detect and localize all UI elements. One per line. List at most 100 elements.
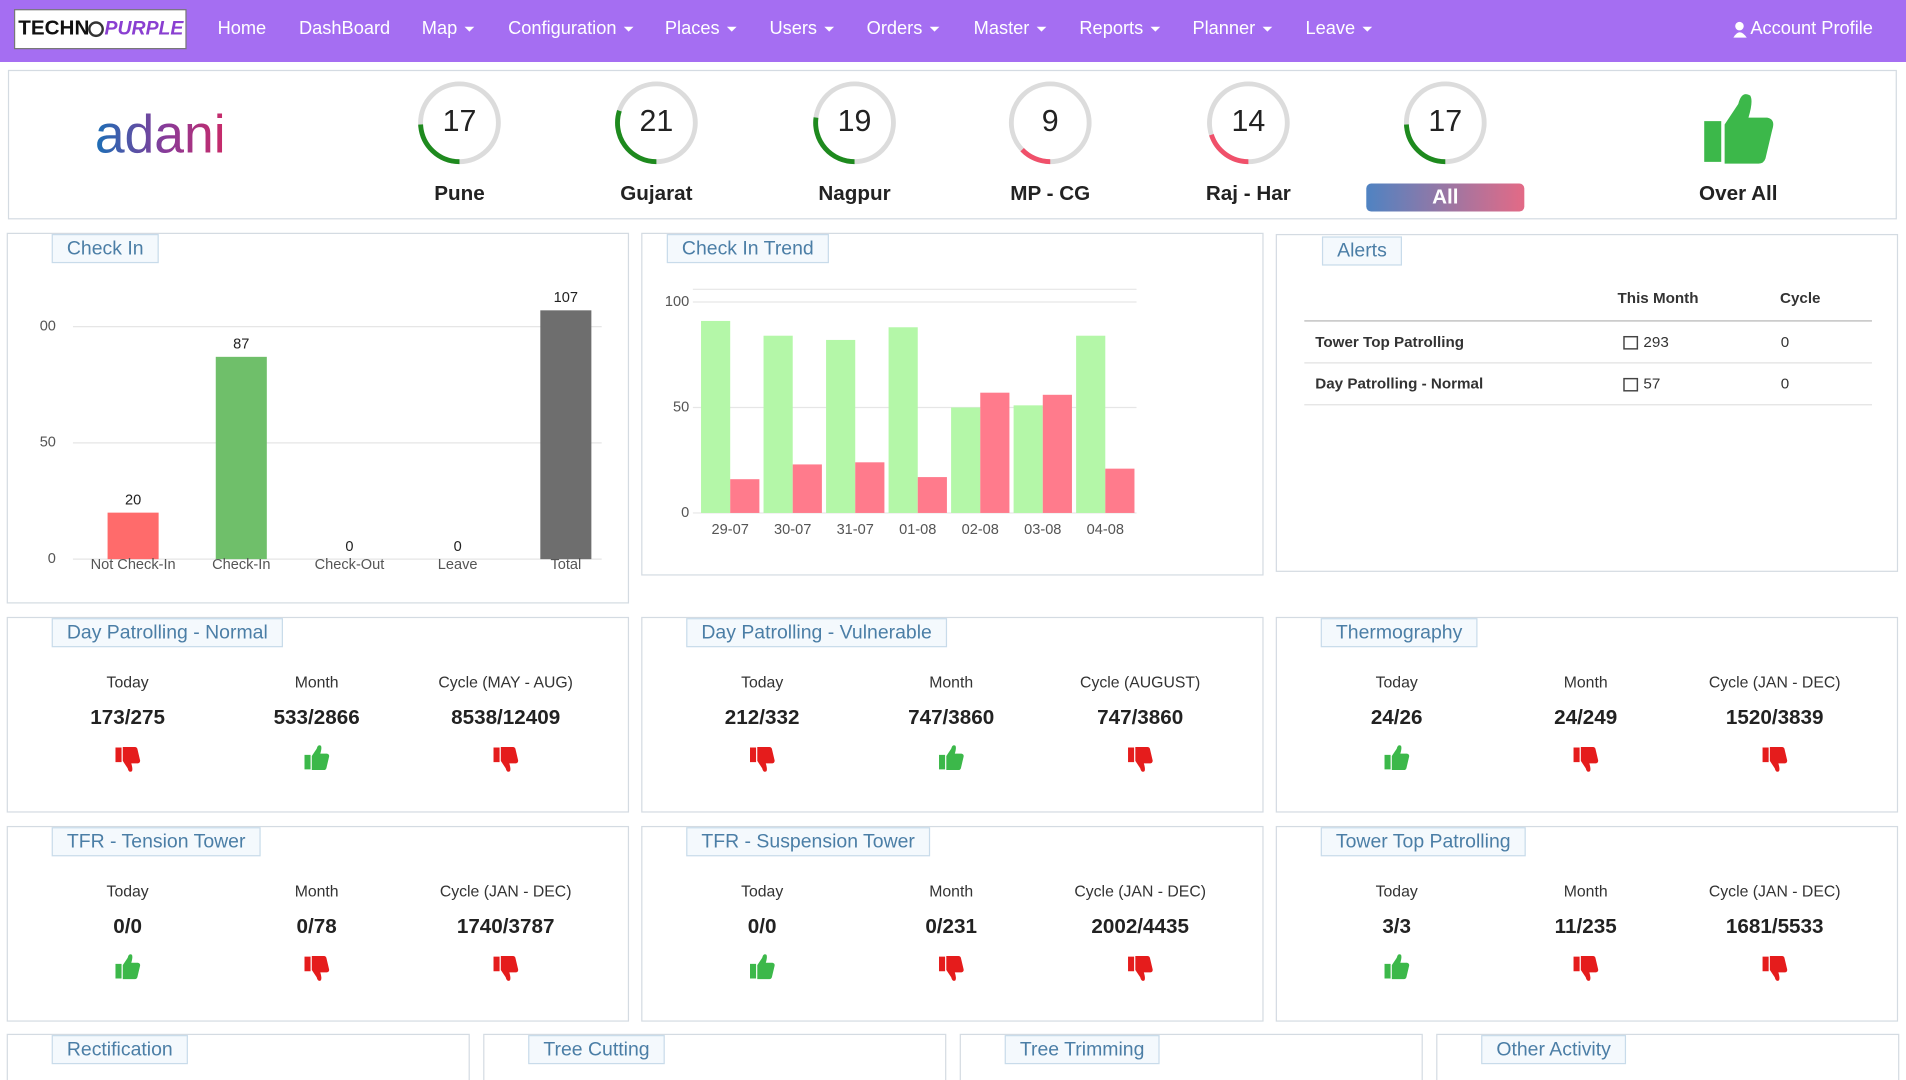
alert-cycle: 0: [1781, 376, 1789, 393]
company-logo: adani: [95, 106, 226, 165]
metric-value: 24/26: [1371, 706, 1423, 729]
metric-label: Today: [1376, 674, 1418, 691]
caret: [726, 26, 737, 32]
alert-month: 293: [1643, 334, 1668, 351]
metric-label: Month: [929, 674, 973, 691]
gauge-value: 9: [1042, 104, 1059, 138]
metric-label: Cycle (MAY - AUG): [438, 674, 573, 691]
nav-item[interactable]: Configuration: [508, 17, 616, 38]
panel: [6, 616, 630, 813]
panel: [641, 232, 1264, 576]
brand-globe: [88, 21, 104, 38]
x-tick-label: Total: [550, 557, 581, 573]
bar: [540, 310, 592, 560]
regions-panel: [7, 69, 1897, 220]
metric-label: Month: [929, 883, 973, 900]
panel-tab: [51, 618, 283, 648]
y-tick-label: 0: [681, 505, 689, 521]
panel: [641, 616, 1264, 813]
panel: [1275, 825, 1899, 1022]
panel-tab: [666, 233, 829, 264]
nav-item[interactable]: Master: [974, 17, 1030, 38]
y-tick-label: 50: [673, 399, 689, 415]
bar: [701, 320, 731, 513]
brand-box[interactable]: [13, 9, 187, 50]
y-tick-label: 50: [40, 435, 56, 451]
metric-value: 0/0: [113, 915, 142, 938]
nav-item[interactable]: Planner: [1192, 17, 1255, 38]
nav-item[interactable]: Home: [218, 17, 267, 38]
region-name[interactable]: Raj - Har: [1206, 182, 1291, 205]
region-name[interactable]: MP - CG: [1010, 182, 1090, 205]
metric-label: Cycle (AUGUST): [1080, 674, 1200, 691]
panel-title: Thermography: [1336, 621, 1463, 643]
panel-tab: [51, 1035, 188, 1065]
bar: [1013, 405, 1043, 513]
metric-label: Month: [1564, 883, 1608, 900]
metric-value: 0/78: [297, 915, 337, 938]
x-tick-label: Check-Out: [315, 557, 385, 573]
region-name[interactable]: Nagpur: [818, 182, 890, 205]
caret: [1036, 26, 1047, 32]
nav-item[interactable]: Reports: [1079, 17, 1143, 38]
panel-tab: [528, 1035, 665, 1065]
metric-value: 8538/12409: [451, 706, 560, 729]
caret: [824, 26, 835, 32]
caret: [1150, 26, 1161, 32]
metric-label: Today: [741, 674, 783, 691]
panel: [6, 825, 630, 1022]
calendar-icon: [1623, 335, 1639, 350]
panel-title: Tree Cutting: [543, 1038, 649, 1060]
value-label: 87: [233, 337, 249, 353]
region-name[interactable]: Gujarat: [620, 182, 692, 205]
nav-item[interactable]: Map: [422, 17, 457, 38]
metric-label: Today: [107, 883, 149, 900]
metric-value: 24/249: [1554, 706, 1617, 729]
nav-item[interactable]: Orders: [867, 17, 923, 38]
gauge-value: 17: [443, 104, 477, 138]
value-label: 0: [454, 539, 462, 555]
overall-label[interactable]: Over All: [1699, 182, 1777, 205]
alert-month: 57: [1643, 376, 1660, 393]
metric-label: Today: [1376, 883, 1418, 900]
column-header: Cycle: [1780, 290, 1821, 307]
panel-title: Check In: [67, 237, 144, 259]
gauge-value: 21: [640, 104, 674, 138]
panel-title: Tree Trimming: [1020, 1038, 1145, 1060]
nav-item[interactable]: Places: [665, 17, 720, 38]
caret: [929, 26, 940, 32]
column-header: This Month: [1618, 290, 1699, 307]
metric-value: 0/0: [748, 915, 777, 938]
x-tick-label: 31-07: [837, 522, 874, 538]
nav-item[interactable]: DashBoard: [299, 17, 390, 38]
metric-value: 747/3860: [908, 706, 994, 729]
caret: [464, 26, 475, 32]
region-name[interactable]: All: [1432, 186, 1458, 209]
region-name[interactable]: Pune: [434, 182, 485, 205]
x-tick-label: 02-08: [962, 522, 999, 538]
y-tick-label: 0: [48, 551, 56, 567]
bar: [980, 392, 1010, 513]
account-profile[interactable]: Account Profile: [1750, 17, 1873, 38]
selected-region[interactable]: [1366, 183, 1525, 212]
metric-label: Cycle (JAN - DEC): [440, 883, 572, 900]
metric-value: 1520/3839: [1726, 706, 1824, 729]
alert-name: Day Patrolling - Normal: [1315, 376, 1483, 393]
metric-label: Cycle (JAN - DEC): [1709, 883, 1841, 900]
bar: [792, 464, 822, 513]
panel: [1275, 616, 1899, 813]
gauge-arc: [1404, 124, 1446, 165]
bar: [215, 356, 267, 560]
bar: [1076, 335, 1106, 513]
metric-label: Today: [107, 674, 149, 691]
bar: [826, 339, 856, 513]
panel-tab: [1320, 827, 1526, 857]
metric-value: 747/3860: [1097, 706, 1183, 729]
nav-item[interactable]: Users: [769, 17, 817, 38]
x-tick-label: 30-07: [774, 522, 811, 538]
x-tick-label: 04-08: [1087, 522, 1124, 538]
caret: [1262, 26, 1273, 32]
nav-item[interactable]: Leave: [1306, 17, 1356, 38]
